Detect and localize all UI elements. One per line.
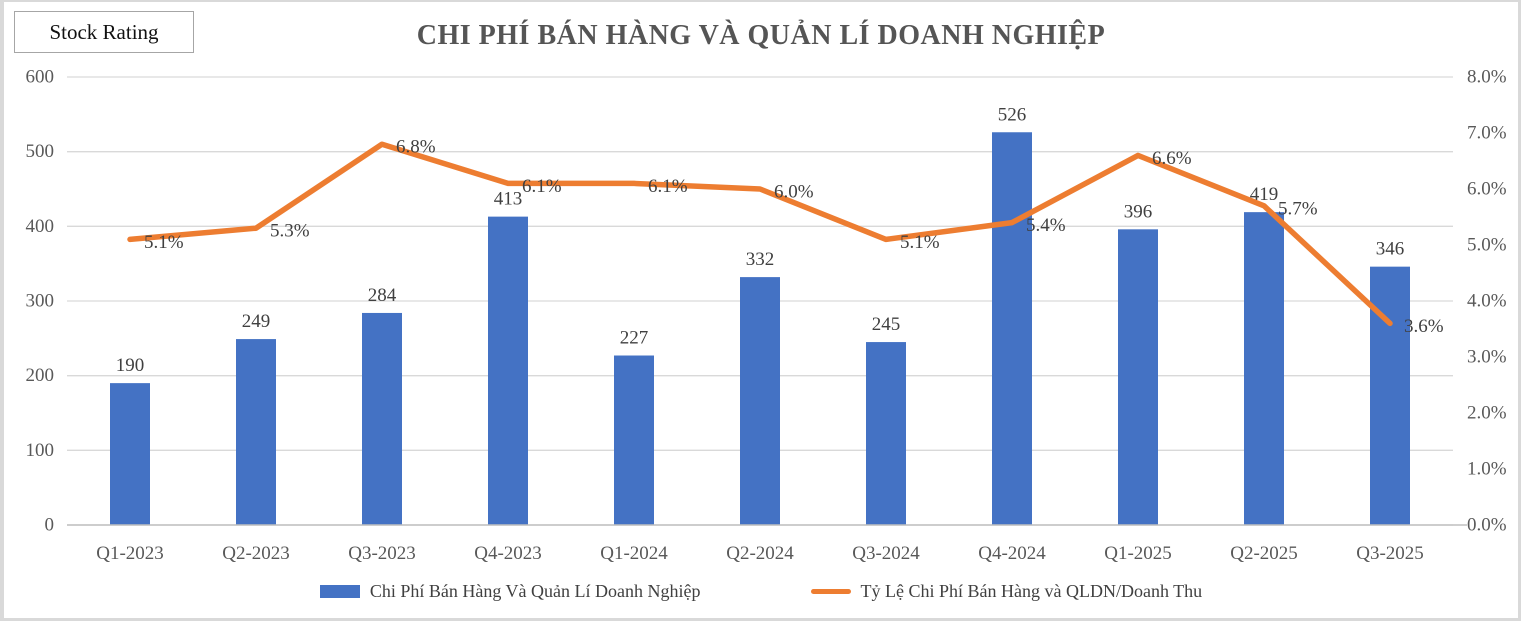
x-axis-category-label: Q4-2024: [978, 543, 1046, 564]
line-data-label: 6.8%: [396, 137, 436, 158]
right-axis-tick-label: 5.0%: [1467, 235, 1507, 256]
chart-legend: Chi Phí Bán Hàng Và Quản Lí Doanh Nghiệp…: [4, 581, 1518, 602]
bar-data-label: 249: [242, 311, 271, 332]
x-axis-category-label: Q3-2025: [1356, 543, 1424, 564]
bar-Q2-2025: [1244, 212, 1284, 525]
line-series-swatch-icon: [810, 589, 851, 594]
right-axis-tick-label: 0.0%: [1467, 515, 1507, 536]
line-data-label: 6.6%: [1152, 148, 1192, 169]
x-axis-category-label: Q4-2023: [474, 543, 542, 564]
x-axis-category-label: Q3-2024: [852, 543, 920, 564]
bar-data-label: 396: [1124, 201, 1153, 222]
stock-rating-label: Stock Rating: [49, 19, 159, 44]
line-data-label: 5.1%: [144, 232, 184, 253]
bar-Q1-2024: [614, 355, 654, 525]
bar-data-label: 284: [368, 285, 397, 306]
x-axis-category-label: Q2-2023: [222, 543, 290, 564]
bar-Q1-2023: [110, 383, 150, 525]
line-data-label: 5.1%: [900, 232, 940, 253]
bar-series-swatch-icon: [319, 585, 360, 598]
bar-Q3-2023: [362, 312, 402, 525]
left-axis-tick-label: 600: [26, 67, 55, 88]
bar-data-label: 227: [620, 328, 649, 349]
bar-data-label: 332: [746, 249, 775, 270]
left-axis-tick-label: 300: [26, 291, 55, 312]
x-axis-category-label: Q1-2025: [1104, 543, 1172, 564]
bar-Q3-2024: [866, 342, 906, 525]
left-axis-tick-label: 200: [26, 365, 55, 386]
legend-item-line-series: Tỷ Lệ Chi Phí Bán Hàng và QLDN/Doanh Thu: [810, 581, 1203, 602]
right-axis-tick-label: 3.0%: [1467, 347, 1507, 368]
left-axis-tick-label: 500: [26, 141, 55, 162]
right-axis-tick-label: 2.0%: [1467, 403, 1507, 424]
left-axis-tick-label: 0: [45, 515, 55, 536]
line-data-label: 3.6%: [1404, 316, 1444, 337]
line-data-label: 6.1%: [522, 176, 562, 197]
right-axis-tick-label: 1.0%: [1467, 459, 1507, 480]
bar-data-label: 413: [494, 189, 523, 210]
bar-Q3-2025: [1370, 266, 1410, 525]
bar-data-label: 190: [116, 355, 145, 376]
x-axis-category-label: Q3-2023: [348, 543, 416, 564]
bar-data-label: 245: [872, 314, 901, 335]
line-data-label: 5.7%: [1278, 198, 1318, 219]
stock-rating-badge: Stock Rating: [14, 11, 194, 53]
bar-data-label: 419: [1250, 184, 1279, 205]
line-data-label: 5.3%: [270, 221, 310, 242]
right-axis-tick-label: 8.0%: [1467, 67, 1507, 88]
bar-data-label: 346: [1376, 239, 1405, 260]
right-axis-tick-label: 4.0%: [1467, 291, 1507, 312]
x-axis-category-label: Q2-2025: [1230, 543, 1298, 564]
left-axis-tick-label: 400: [26, 216, 55, 237]
line-data-label: 5.4%: [1026, 215, 1066, 236]
bar-Q4-2024: [992, 132, 1032, 525]
legend-label-line-series: Tỷ Lệ Chi Phí Bán Hàng và QLDN/Doanh Thu: [860, 581, 1203, 601]
bar-Q1-2025: [1118, 229, 1158, 525]
chart-title: CHI PHÍ BÁN HÀNG VÀ QUẢN LÍ DOANH NGHIỆP: [416, 20, 1106, 51]
line-data-label: 6.0%: [774, 182, 814, 203]
left-axis-tick-label: 100: [26, 440, 55, 461]
right-axis-tick-label: 7.0%: [1467, 123, 1507, 144]
legend-label-bar-series: Chi Phí Bán Hàng Và Quản Lí Doanh Nghiệp: [369, 581, 701, 601]
x-axis-category-label: Q1-2023: [96, 543, 164, 564]
line-series-path: [127, 141, 1393, 327]
x-axis-category-label: Q1-2024: [600, 543, 668, 564]
x-axis-category-label: Q2-2024: [726, 543, 794, 564]
bar-Q2-2023: [236, 339, 276, 525]
bar-data-label: 526: [998, 104, 1027, 125]
bar-Q4-2023: [488, 216, 528, 526]
combo-chart-plot: 0 100 200 300 400 500 600 0.0% 1.0% 2.0% 3.0% 4.0% 5…: [26, 67, 1507, 565]
bar-Q2-2024: [740, 277, 780, 525]
legend-item-bar-series: Chi Phí Bán Hàng Và Quản Lí Doanh Nghiệp: [319, 581, 701, 602]
right-axis-tick-label: 6.0%: [1467, 179, 1507, 200]
line-data-label: 6.1%: [648, 176, 688, 197]
